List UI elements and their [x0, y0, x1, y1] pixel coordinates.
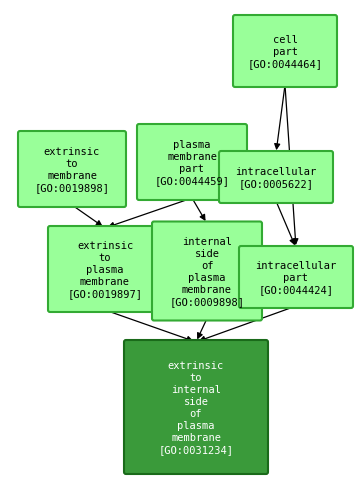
Text: extrinsic
to
membrane
[GO:0019898]: extrinsic to membrane [GO:0019898] [34, 147, 110, 193]
FancyBboxPatch shape [219, 151, 333, 204]
Text: plasma
membrane
part
[GO:0044459]: plasma membrane part [GO:0044459] [155, 140, 229, 186]
Text: extrinsic
to
internal
side
of
plasma
membrane
[GO:0031234]: extrinsic to internal side of plasma mem… [159, 360, 233, 454]
Text: extrinsic
to
plasma
membrane
[GO:0019897]: extrinsic to plasma membrane [GO:0019897… [68, 241, 142, 298]
FancyBboxPatch shape [48, 227, 162, 312]
Text: intracellular
part
[GO:0044424]: intracellular part [GO:0044424] [255, 260, 337, 294]
Text: cell
part
[GO:0044464]: cell part [GO:0044464] [247, 35, 323, 69]
FancyBboxPatch shape [18, 132, 126, 208]
FancyBboxPatch shape [152, 222, 262, 321]
FancyBboxPatch shape [124, 340, 268, 474]
FancyBboxPatch shape [137, 125, 247, 200]
Text: internal
side
of
plasma
membrane
[GO:0009898]: internal side of plasma membrane [GO:000… [169, 237, 245, 306]
FancyBboxPatch shape [239, 246, 353, 308]
Text: intracellular
[GO:0005622]: intracellular [GO:0005622] [235, 166, 316, 189]
FancyBboxPatch shape [233, 16, 337, 88]
